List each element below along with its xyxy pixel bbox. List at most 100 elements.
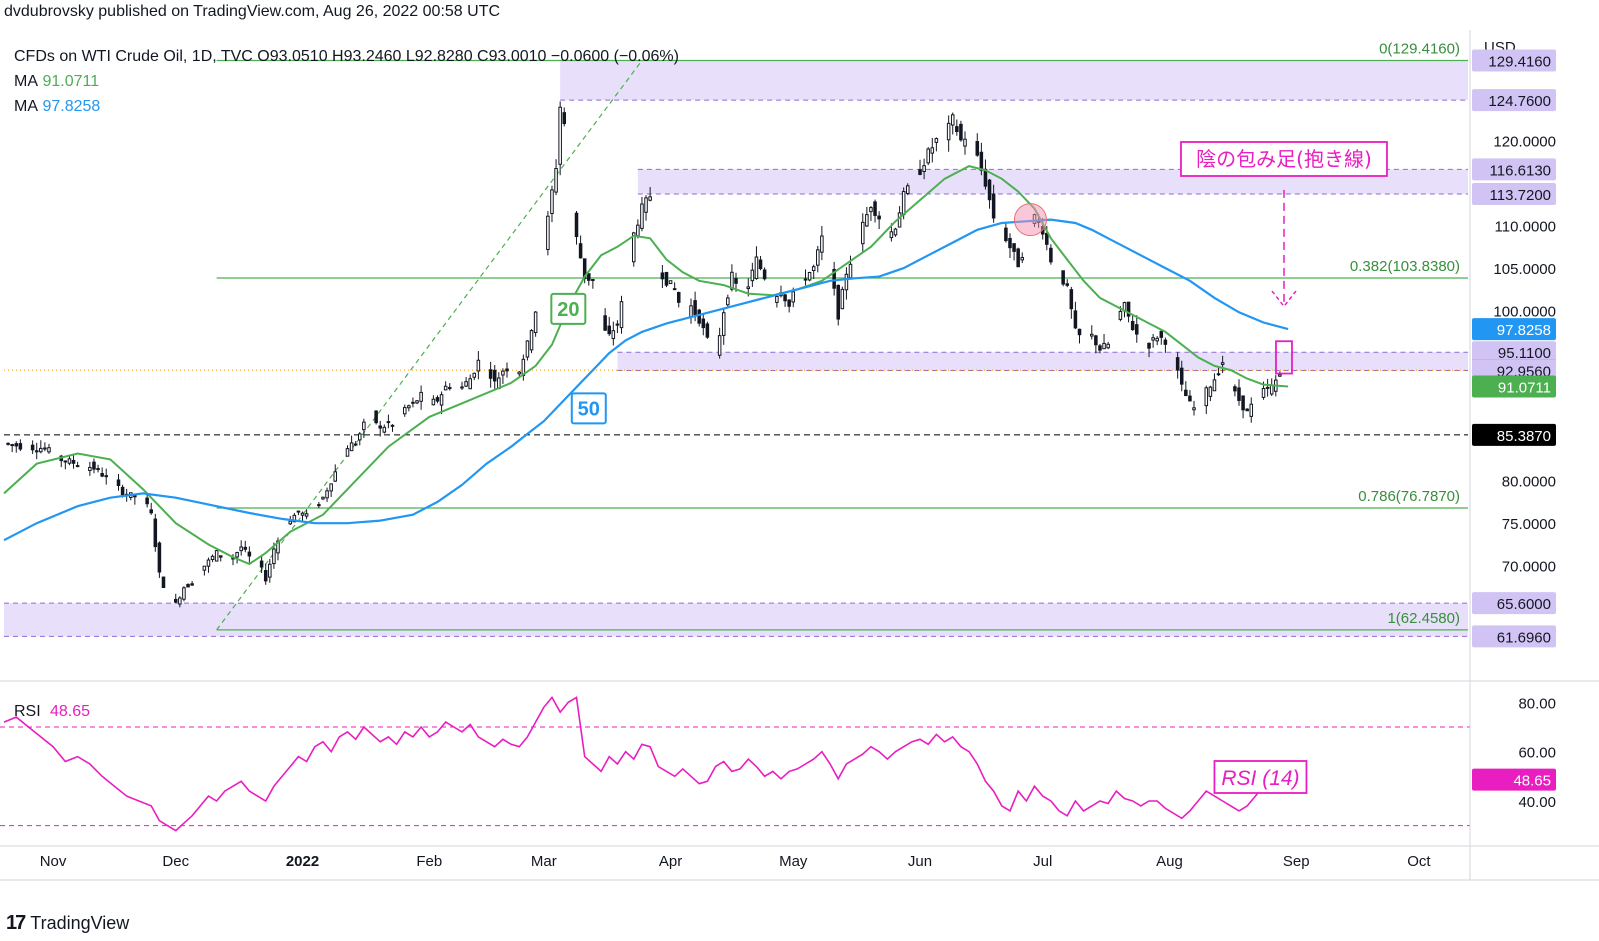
engulfing-highlight-box (1275, 340, 1293, 375)
candle-body (533, 311, 538, 334)
candle-body (873, 201, 877, 216)
candle-body (116, 479, 121, 486)
price-axis-tick: 70.0000 (1502, 559, 1556, 576)
candle-body (210, 555, 215, 560)
candle-body (63, 460, 68, 463)
candle-body (149, 509, 153, 514)
candle-body (402, 407, 407, 415)
tradingview-logo-icon: 17 (6, 912, 26, 934)
candle-body (173, 598, 178, 603)
candle-body (1245, 408, 1249, 412)
candle-body (276, 540, 280, 554)
candle-body (664, 271, 669, 286)
fib-level-label: 0.786(76.7870) (1358, 488, 1460, 505)
rsi-value-tag-label: 48.65 (1513, 773, 1551, 790)
candle-body (18, 443, 23, 450)
candle-body (411, 401, 415, 404)
candle-body (578, 243, 583, 259)
candle-body (660, 272, 665, 280)
candle-body (1265, 386, 1270, 389)
candle-body (783, 294, 787, 302)
candle-body (750, 269, 755, 282)
candle-body (1045, 232, 1049, 245)
rsi-line (3, 695, 1289, 832)
time-axis-label: Dec (162, 853, 189, 870)
candle-body (353, 443, 358, 446)
symbol-line: CFDs on WTI Crude Oil, 1D, TVC O93.0510 … (14, 48, 679, 65)
candle-body (1049, 247, 1053, 263)
candle-body (14, 443, 19, 447)
candle-body (468, 378, 472, 390)
tradingview-footer[interactable]: 17 TradingView (6, 912, 129, 935)
candle-body (161, 576, 166, 589)
zone-rect (560, 60, 1468, 101)
candle-body (218, 555, 223, 558)
candle-body (464, 381, 468, 387)
time-axis-label: Sep (1283, 853, 1310, 870)
candle-body (762, 269, 767, 280)
price-axis-tick: 80.0000 (1502, 474, 1556, 491)
candle-body (901, 191, 906, 216)
candle-body (1012, 243, 1016, 252)
candle-body (1073, 310, 1078, 329)
candle-body (836, 284, 841, 320)
price-tag (1472, 592, 1556, 615)
ma20-line (3, 165, 1289, 566)
candle-body (6, 442, 10, 445)
time-axis-label: 2022 (286, 853, 319, 870)
candle-body (529, 330, 534, 351)
candle-body (47, 447, 51, 453)
candle-body (292, 514, 297, 523)
candle-body (386, 421, 391, 424)
candle-body (272, 548, 276, 565)
candle-body (946, 122, 951, 141)
candle-body (39, 447, 43, 453)
rsi-legend-value: 48.65 (50, 703, 90, 720)
candle-body (104, 475, 109, 478)
candle-body (488, 369, 493, 379)
candle-body (754, 256, 759, 280)
time-axis-label: Aug (1156, 853, 1183, 870)
zone-rect (4, 603, 1468, 637)
candle-body (517, 371, 522, 375)
candle-body (157, 542, 162, 573)
candle-body (1278, 374, 1282, 377)
candle-body (67, 458, 72, 464)
candle-body (304, 513, 309, 517)
time-axis-label: Nov (40, 853, 67, 870)
candle-body (848, 263, 853, 279)
candle-body (186, 583, 190, 588)
candle-body (1016, 248, 1020, 268)
candle-body (460, 386, 464, 389)
candle-body (1241, 395, 1245, 411)
candle-body (991, 193, 996, 219)
ma1-legend[interactable]: MA 91.0711 (14, 73, 100, 90)
candle-body (922, 165, 926, 173)
candle-body (701, 318, 706, 329)
candle-body (676, 292, 681, 303)
price-tag (1472, 318, 1556, 341)
ma1-value: 91.0711 (42, 73, 100, 90)
candle-body (333, 471, 338, 482)
candle-body (1188, 395, 1192, 402)
candle-body (619, 301, 624, 329)
candle-body (1216, 373, 1221, 376)
ma2-legend[interactable]: MA 97.8258 (14, 98, 101, 115)
candle-body (1269, 384, 1274, 395)
candle-body (746, 286, 751, 290)
candle-body (897, 212, 902, 228)
rsi-axis-tick: 60.00 (1518, 745, 1556, 762)
candle-body (905, 185, 910, 195)
moving-averages-layer (3, 165, 1289, 566)
candle-body (603, 315, 607, 331)
price-tag-label: 65.6000 (1497, 596, 1551, 613)
candle-body (816, 249, 820, 266)
zone-rect (617, 352, 1468, 371)
crossover-marker (1013, 203, 1047, 237)
candle-body (239, 546, 243, 552)
candle-body (43, 447, 47, 450)
ma-tag-label: 50 (578, 398, 600, 420)
candle-body (1094, 335, 1098, 346)
candle-body (1069, 289, 1074, 310)
